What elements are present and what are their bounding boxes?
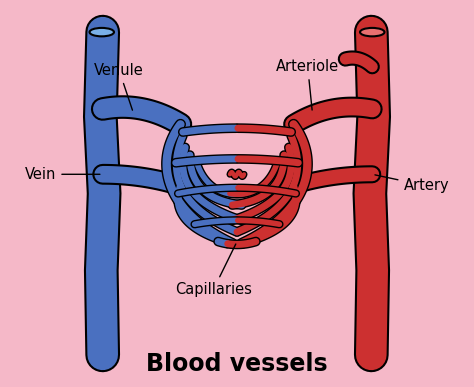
Text: Blood vessels: Blood vessels bbox=[146, 353, 328, 377]
Ellipse shape bbox=[360, 28, 384, 36]
Text: Venule: Venule bbox=[94, 63, 144, 110]
Text: Arteriole: Arteriole bbox=[276, 59, 339, 110]
Ellipse shape bbox=[90, 28, 114, 36]
Text: Artery: Artery bbox=[375, 175, 449, 194]
Text: Vein: Vein bbox=[25, 167, 100, 182]
Text: Capillaries: Capillaries bbox=[175, 244, 252, 297]
